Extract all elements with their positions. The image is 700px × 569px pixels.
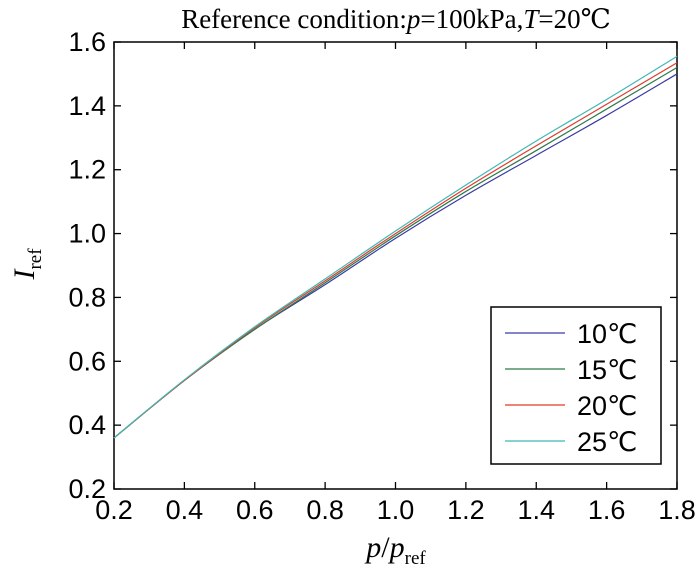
x-axis-label: p/pref — [364, 531, 426, 569]
y-tick-label: 0.4 — [68, 410, 106, 440]
x-tick-label: 1.8 — [658, 495, 696, 525]
chart-title: Reference condition:p=100kPa,T=20℃ — [181, 4, 611, 34]
y-tick-label: 1.6 — [68, 27, 106, 57]
x-tick-labels: 0.2 0.4 0.6 0.8 1.0 1.2 1.4 1.6 1.8 — [95, 495, 696, 525]
series-line-3 — [113, 55, 678, 439]
legend-label: 25℃ — [577, 427, 637, 457]
series-lines — [113, 55, 678, 439]
y-axis-label: Iref — [8, 248, 46, 281]
x-tick-label: 1.6 — [588, 495, 626, 525]
y-tick-label: 0.8 — [68, 282, 106, 312]
y-tick-label: 1.0 — [68, 219, 106, 249]
legend-items: 10℃ 15℃ 20℃ 25℃ — [505, 319, 637, 457]
y-tick-label: 1.2 — [68, 155, 106, 185]
y-tick-label: 1.4 — [68, 91, 106, 121]
legend-label: 10℃ — [577, 319, 637, 349]
x-tick-label: 0.2 — [95, 495, 133, 525]
x-tick-label: 1.0 — [377, 495, 415, 525]
x-tick-label: 0.6 — [236, 495, 274, 525]
y-tick-label: 0.6 — [68, 346, 106, 376]
y-tick-label: 0.2 — [68, 474, 106, 504]
legend: 10℃ 15℃ 20℃ 25℃ — [490, 306, 662, 465]
x-tick-label: 0.8 — [306, 495, 344, 525]
axis-ticks — [113, 41, 678, 490]
y-tick-labels: 0.2 0.4 0.6 0.8 1.0 1.2 1.4 1.6 — [68, 27, 106, 504]
x-tick-label: 0.4 — [166, 495, 204, 525]
legend-label: 15℃ — [577, 355, 637, 385]
x-tick-label: 1.4 — [517, 495, 555, 525]
x-tick-label: 1.2 — [447, 495, 485, 525]
legend-label: 20℃ — [577, 391, 637, 421]
